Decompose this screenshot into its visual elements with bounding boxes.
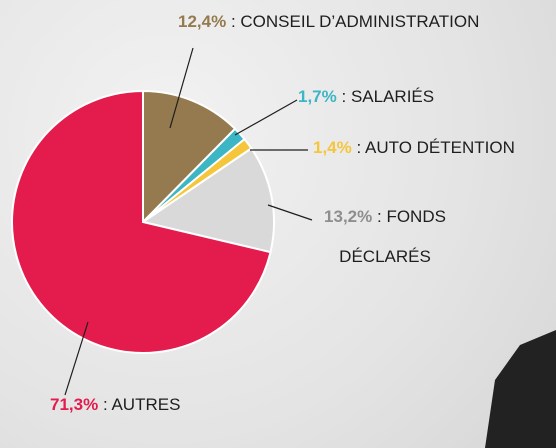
- category-label: AUTO DÉTENTION: [365, 138, 515, 157]
- value-label: 1,4%: [313, 138, 352, 157]
- value-label: 71,3%: [50, 395, 98, 414]
- separator: :: [103, 395, 108, 414]
- leader-line: [235, 100, 297, 135]
- value-label: 1,7%: [298, 87, 337, 106]
- category-label: AUTRES: [111, 395, 180, 414]
- slice-label: 1,4% : AUTO DÉTENTION: [313, 128, 515, 168]
- background-figure: [485, 330, 556, 448]
- slice-label: 1,7% : SALARIÉS: [298, 77, 434, 117]
- separator: :: [356, 138, 361, 157]
- value-label: 12,4%: [178, 12, 226, 31]
- separator: :: [341, 87, 346, 106]
- slice-label: 71,3% : AUTRES: [50, 385, 180, 425]
- value-label: 13,2%: [324, 207, 372, 226]
- slice-label: 12,4% : CONSEIL D’ADMINISTRATION: [178, 2, 479, 42]
- category-label: SALARIÉS: [351, 87, 434, 106]
- page: 12,4% : CONSEIL D’ADMINISTRATION 1,7% : S…: [0, 0, 556, 448]
- slice-label: 13,2% : FONDS DÉCLARÉS: [305, 197, 465, 277]
- separator: :: [377, 207, 382, 226]
- chart: [0, 0, 556, 448]
- separator: :: [231, 12, 236, 31]
- category-label: CONSEIL D’ADMINISTRATION: [240, 12, 479, 31]
